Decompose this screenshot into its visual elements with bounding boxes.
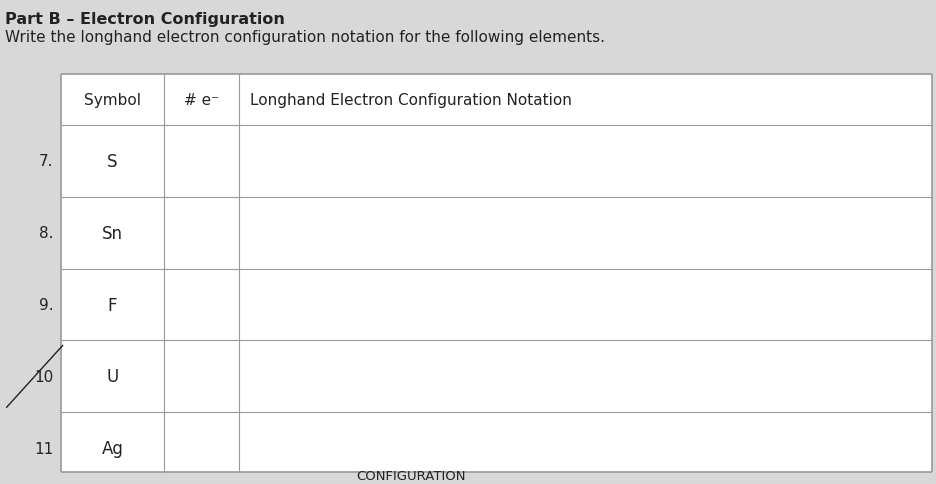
Text: 8.: 8.: [39, 226, 53, 241]
Text: U: U: [106, 367, 119, 386]
Text: Sn: Sn: [102, 224, 123, 242]
Text: Longhand Electron Configuration Notation: Longhand Electron Configuration Notation: [250, 93, 572, 108]
Bar: [61, 75, 931, 472]
Text: 9.: 9.: [38, 298, 53, 312]
Text: 10: 10: [34, 369, 53, 384]
Text: 7.: 7.: [39, 154, 53, 169]
Text: # e⁻: # e⁻: [183, 93, 219, 108]
Text: Part B – Electron Configuration: Part B – Electron Configuration: [5, 12, 285, 27]
Text: Symbol: Symbol: [84, 93, 140, 108]
Text: 11: 11: [34, 441, 53, 455]
Text: CONFIGURATION: CONFIGURATION: [356, 469, 465, 482]
Text: F: F: [108, 296, 117, 314]
Text: Write the longhand electron configuration notation for the following elements.: Write the longhand electron configuratio…: [5, 30, 604, 45]
Text: Ag: Ag: [101, 439, 124, 457]
Text: S: S: [107, 152, 118, 171]
